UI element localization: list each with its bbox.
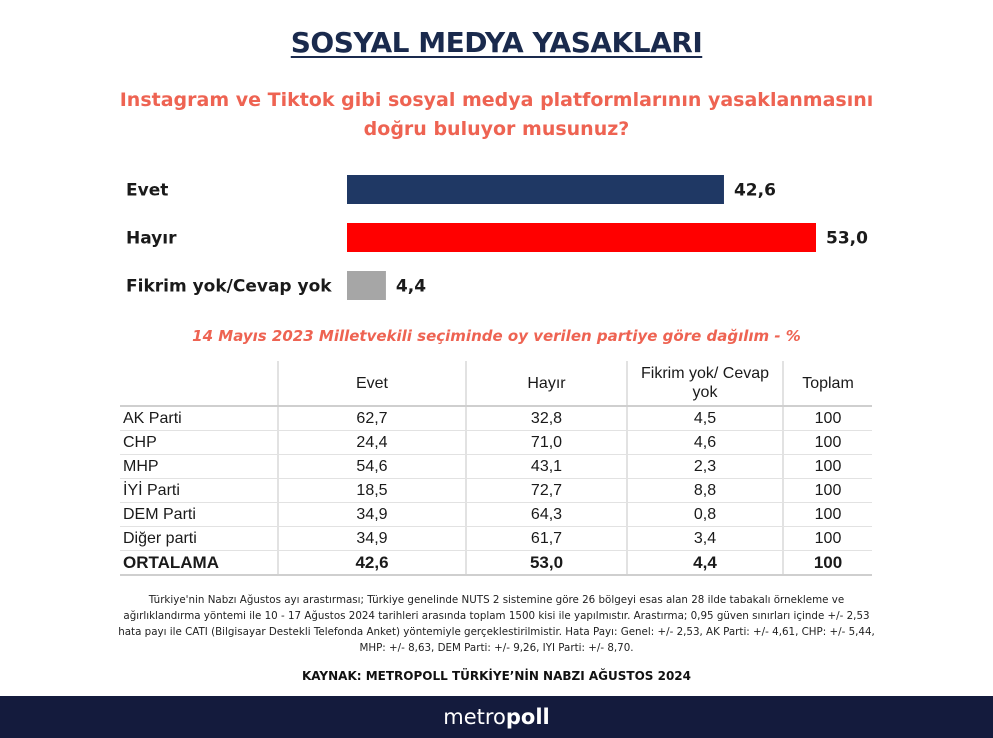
table-value-cell: 53,0	[465, 550, 627, 576]
table-average-row: ORTALAMA 42,6 53,0 4,4 100	[120, 550, 872, 576]
chart-title: SOSYAL MEDYA YASAKLARI	[290, 26, 703, 59]
table-value-cell: 72,7	[465, 478, 627, 503]
bar-value-label: 53,0	[826, 229, 868, 249]
party-breakdown-table: Evet Hayır Fikrim yok/ Cevap yok Toplam AK …	[120, 361, 872, 576]
table-value-cell: 61,7	[465, 526, 627, 551]
logo-light-text: metro	[443, 705, 506, 729]
party-name-cell: İYİ Parti	[120, 478, 278, 503]
table-value-cell: 43,1	[465, 454, 627, 479]
table-value-cell: 3,4	[626, 526, 783, 551]
table-value-cell: 100	[782, 430, 872, 455]
table-value-cell: 4,5	[626, 406, 783, 431]
source-line: KAYNAK: METROPOLL TÜRKİYE’NİN NABZI AĞUS…	[301, 669, 692, 683]
table-value-cell: 100	[782, 526, 872, 551]
party-name-cell: DEM Parti	[120, 502, 278, 527]
table-row: DEM Parti 34,9 64,3 0,8 100	[120, 502, 872, 527]
party-name-cell: ORTALAMA	[120, 550, 278, 576]
table-value-cell: 71,0	[465, 430, 627, 455]
party-name-cell: CHP	[120, 430, 278, 455]
bar-category-label: Evet	[126, 181, 168, 201]
bar-category-label: Hayır	[126, 229, 177, 249]
table-value-cell: 4,4	[626, 550, 783, 576]
table-row: MHP 54,6 43,1 2,3 100	[120, 454, 872, 479]
table-body: AK Parti 62,7 32,8 4,5 100 CHP 24,4 71,0 4,6 100 M…	[120, 406, 872, 576]
table-value-cell: 54,6	[277, 454, 466, 479]
bar	[347, 271, 386, 300]
party-name-cell: AK Parti	[120, 406, 278, 431]
table-header-cell: Toplam	[782, 361, 872, 407]
table-value-cell: 2,3	[626, 454, 783, 479]
table-value-cell: 8,8	[626, 478, 783, 503]
party-name-cell: Diğer parti	[120, 526, 278, 551]
table-value-cell: 42,6	[277, 550, 466, 576]
table-value-cell: 100	[782, 454, 872, 479]
table-value-cell: 24,4	[277, 430, 466, 455]
table-header-cell: Hayır	[465, 361, 627, 407]
bar-category-label: Fikrim yok/Cevap yok	[126, 277, 332, 297]
table-row: AK Parti 62,7 32,8 4,5 100	[120, 406, 872, 431]
bar-chart: Evet 42,6 Hayır 53,0 Fikrim yok/Cevap yok 4,4	[126, 175, 868, 300]
metropoll-logo: metropoll	[443, 705, 550, 729]
table-row: İYİ Parti 18,5 72,7 8,8 100	[120, 478, 872, 503]
table-value-cell: 0,8	[626, 502, 783, 527]
logo-bold-text: poll	[505, 705, 550, 729]
survey-question: Instagram ve Tiktok gibi sosyal medya pl…	[119, 89, 874, 140]
table-value-cell: 100	[782, 502, 872, 527]
table-value-cell: 100	[782, 478, 872, 503]
table-title: 14 Mayıs 2023 Milletvekili seçiminde oy …	[192, 327, 801, 345]
table-value-cell: 100	[782, 406, 872, 431]
methodology-note: Türkiye'nin Nabzı Ağustos ayı arastırmas…	[118, 594, 875, 654]
table-value-cell: 18,5	[277, 478, 466, 503]
bar-value-label: 42,6	[734, 181, 776, 201]
table-value-cell: 100	[782, 550, 872, 576]
bar-value-label: 4,4	[396, 277, 426, 297]
table-header-cell: Fikrim yok/ Cevap yok	[626, 361, 783, 407]
bar	[347, 223, 816, 252]
table-value-cell: 34,9	[277, 526, 466, 551]
table-value-cell: 32,8	[465, 406, 627, 431]
table-header-cell: Evet	[277, 361, 466, 407]
table-value-cell: 34,9	[277, 502, 466, 527]
table-header-cell	[120, 361, 278, 407]
party-name-cell: MHP	[120, 454, 278, 479]
table-row: CHP 24,4 71,0 4,6 100	[120, 430, 872, 455]
table-row: Diğer parti 34,9 61,7 3,4 100	[120, 526, 872, 551]
table-value-cell: 64,3	[465, 502, 627, 527]
table-value-cell: 4,6	[626, 430, 783, 455]
footer-bar: metropoll	[0, 696, 993, 738]
bar	[347, 175, 724, 204]
table-value-cell: 62,7	[277, 406, 466, 431]
table-header-row: Evet Hayır Fikrim yok/ Cevap yok Toplam	[120, 361, 872, 407]
